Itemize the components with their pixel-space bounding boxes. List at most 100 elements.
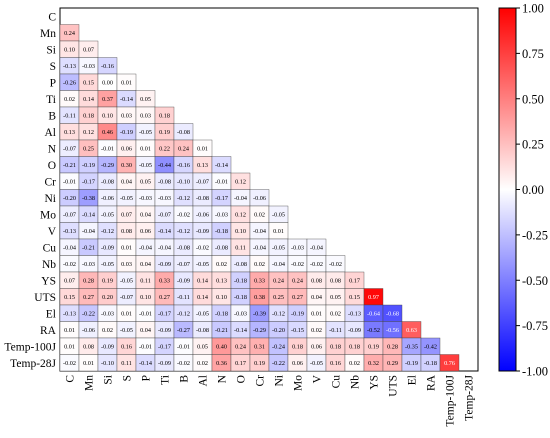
cell-value-label: -0.01 — [215, 179, 228, 186]
x-tick-label: B — [179, 375, 191, 383]
cell-value-label: 0.06 — [311, 344, 322, 351]
cell-value-label: 0.14 — [197, 278, 208, 285]
cell-value-label: -0.05 — [120, 278, 133, 285]
cell-value-label: -0.19 — [405, 360, 418, 367]
cell-value-label: -0.02 — [63, 360, 76, 367]
cell-value-label: -0.12 — [101, 228, 114, 235]
cell-value-label: 0.00 — [102, 80, 113, 87]
cell-value-label: -0.03 — [139, 195, 152, 202]
cell-value-label: -0.02 — [196, 245, 209, 252]
cell-value-label: 0.19 — [159, 129, 170, 136]
cell-value-label: -0.12 — [272, 311, 285, 318]
cell-value-label: -0.09 — [348, 327, 361, 334]
y-tick-label: Si — [46, 44, 56, 56]
x-tick-label: S — [122, 375, 134, 381]
cell-value-label: 0.11 — [121, 360, 132, 367]
cell-value-label: -0.22 — [272, 360, 285, 367]
cell-value-label: -0.07 — [158, 212, 171, 219]
cell-value-label: -0.05 — [120, 327, 133, 334]
cell-value-label: -0.08 — [196, 195, 209, 202]
y-tick-label: Al — [45, 127, 57, 139]
cell-value-label: 0.01 — [121, 311, 132, 318]
y-tick-label: O — [48, 160, 56, 172]
cell-value-label: 0.10 — [140, 294, 151, 301]
cell-value-label: 0.24 — [292, 278, 303, 285]
cell-value-label: 0.25 — [83, 146, 94, 153]
cell-value-label: -0.11 — [177, 294, 190, 301]
x-tick-label: Mn — [84, 375, 96, 391]
cell-value-label: 0.25 — [273, 294, 284, 301]
cell-value-label: 0.18 — [159, 113, 170, 120]
cell-value-label: 0.16 — [121, 344, 132, 351]
x-tick-label: C — [65, 375, 77, 383]
y-tick-label: N — [48, 143, 57, 155]
y-tick-label: C — [48, 11, 56, 23]
cell-value-label: 0.76 — [444, 360, 455, 367]
cell-value-label: -0.01 — [177, 344, 190, 351]
cell-value-label: 0.01 — [64, 327, 75, 334]
cell-value-label: -0.13 — [63, 63, 76, 70]
cell-value-label: -0.20 — [272, 327, 285, 334]
cell-value-label: 0.30 — [121, 162, 132, 169]
x-tick-label: Ni — [274, 375, 286, 387]
cell-value-label: -0.24 — [272, 344, 285, 351]
cell-value-label: 0.16 — [330, 360, 341, 367]
cell-value-label: 0.02 — [330, 311, 341, 318]
cell-value-label: 0.12 — [83, 129, 94, 136]
cell-value-label: -0.29 — [101, 162, 114, 169]
cell-value-label: 0.24 — [273, 278, 284, 285]
colorbar-tick-label: 0.00 — [522, 183, 544, 197]
cell-value-label: 0.10 — [102, 113, 113, 120]
cell-value-label: -0.02 — [329, 261, 342, 268]
cell-value-label: 0.19 — [254, 360, 265, 367]
cell-value-label: 0.04 — [140, 212, 151, 219]
cell-value-label: 0.01 — [311, 311, 322, 318]
cell-value-label: -0.03 — [234, 311, 247, 318]
cell-value-label: 0.29 — [387, 360, 398, 367]
cell-value-label: 0.63 — [406, 327, 417, 334]
cell-value-label: 0.03 — [121, 261, 132, 268]
x-tick-label: Ti — [160, 375, 172, 385]
cell-value-label: 0.06 — [121, 146, 132, 153]
cell-value-label: -0.21 — [82, 245, 95, 252]
cell-value-label: -0.26 — [63, 80, 76, 87]
y-tick-label: S — [50, 61, 56, 73]
cell-value-label: 0.14 — [197, 294, 208, 301]
y-tick-label: P — [50, 77, 56, 89]
cell-value-label: 0.12 — [235, 179, 246, 186]
cell-value-label: -0.68 — [386, 311, 399, 318]
cell-value-label: -0.05 — [139, 129, 152, 136]
cell-value-label: 0.05 — [197, 344, 208, 351]
cell-value-label: -0.05 — [101, 261, 114, 268]
cell-value-label: -0.13 — [63, 228, 76, 235]
x-tick-label: UTS — [388, 375, 400, 397]
x-tick-label: El — [407, 375, 419, 385]
cell-value-label: 0.02 — [216, 261, 227, 268]
cell-value-label: 0.06 — [140, 228, 151, 235]
cell-value-label: -0.07 — [196, 179, 209, 186]
cell-value-label: -0.02 — [177, 212, 190, 219]
cell-value-label: 0.08 — [330, 278, 341, 285]
cell-value-label: -0.29 — [253, 327, 266, 334]
cell-value-label: -0.05 — [101, 212, 114, 219]
cell-value-label: -0.10 — [101, 360, 114, 367]
cell-value-label: 0.27 — [83, 294, 94, 301]
cell-value-label: 0.02 — [254, 212, 265, 219]
cell-value-label: -0.02 — [177, 360, 190, 367]
cell-value-label: -0.06 — [196, 212, 209, 219]
cell-value-label: 0.24 — [235, 344, 246, 351]
cell-value-label: 0.18 — [330, 344, 341, 351]
cell-value-label: 0.33 — [254, 278, 265, 285]
cell-value-label: 0.05 — [330, 294, 341, 301]
x-tick-label: Cr — [255, 375, 267, 387]
colorbar: 1.00 0.75 0.50 0.25 0.00 -0.25 -0.50 -0.75 -1.00 — [498, 2, 548, 379]
cell-value-label: 0.18 — [349, 344, 360, 351]
cell-value-label: -0.13 — [348, 311, 361, 318]
cell-value-label: 0.15 — [83, 80, 94, 87]
cell-value-label: -0.02 — [310, 261, 323, 268]
cell-value-label: -0.08 — [177, 129, 190, 136]
cell-value-label: -0.18 — [215, 311, 228, 318]
cell-value-label: 0.02 — [102, 327, 113, 334]
colorbar-tick-label: -1.00 — [522, 365, 548, 379]
